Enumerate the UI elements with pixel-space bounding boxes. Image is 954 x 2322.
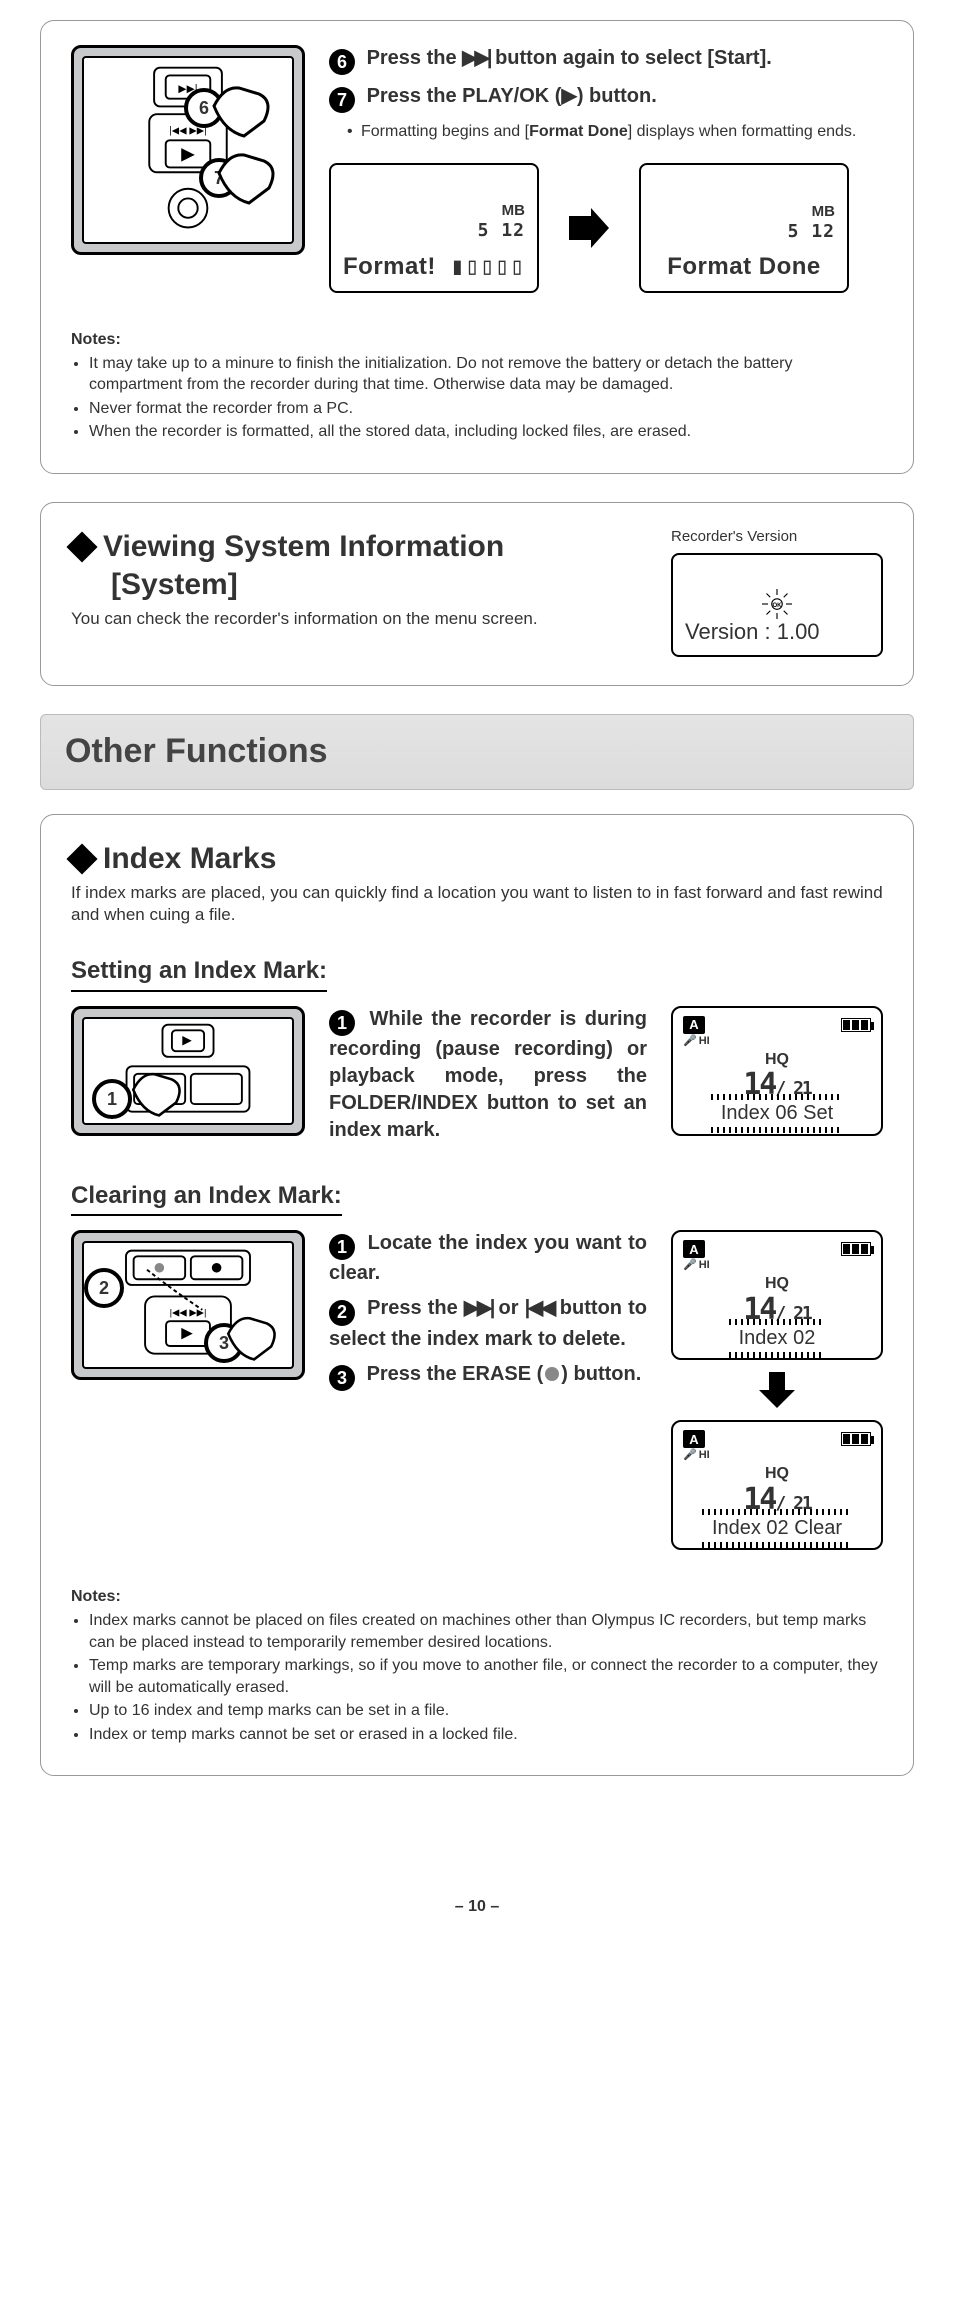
hand-icon — [124, 1064, 194, 1124]
diamond-icon — [66, 844, 97, 875]
note-item: Temp marks are temporary markings, so if… — [89, 1655, 883, 1698]
version-text: Version : 1.00 — [685, 617, 820, 647]
step-number: 1 — [329, 1010, 355, 1036]
step-number: 6 — [329, 49, 355, 75]
note-item: Never format the recorder from a PC. — [89, 398, 883, 420]
recorder-version-label: Recorder's Version — [671, 527, 883, 547]
note-item: It may take up to a minure to finish the… — [89, 353, 883, 396]
device-illustration-clear: |◀◀ ▶▶| 2 3 — [71, 1230, 305, 1380]
lcd-version: OK Version : 1.00 — [671, 553, 883, 657]
note-item: Index marks cannot be placed on files cr… — [89, 1610, 883, 1653]
lcd-format-done: MB 5 12 Format Done — [639, 163, 849, 293]
step-number: 3 — [329, 1365, 355, 1391]
banner-title: Other Functions — [65, 729, 889, 775]
svg-text:OK: OK — [773, 603, 783, 609]
system-panel: Viewing System Information [System] You … — [40, 502, 914, 686]
record-icon — [545, 1367, 559, 1381]
format-notes-list: It may take up to a minure to finish the… — [71, 353, 883, 443]
set-instruction: 1 While the recorder is during recording… — [329, 1006, 647, 1152]
format-panel: ▶▶| |◀◀ ▶▶| 6 7 6 — [40, 20, 914, 474]
index-description: If index marks are placed, you can quick… — [71, 882, 883, 928]
clear-lcd-column: A 🎤HI HQ 14/ 21 Index 02 A 🎤HI HQ 14/ 21… — [671, 1230, 883, 1550]
device-illustration-set: 1 — [71, 1006, 305, 1136]
diamond-icon — [66, 532, 97, 563]
hand-icon — [204, 76, 284, 146]
section-title-system: Viewing System Information — [71, 527, 647, 568]
clear-instructions: 1 Locate the index you want to clear. 2 … — [329, 1230, 647, 1398]
step-number: 7 — [329, 87, 355, 113]
section-subtitle-system: [System] — [111, 565, 647, 606]
hand-icon — [209, 143, 289, 213]
section-title-index: Index Marks — [71, 839, 883, 880]
subheading-setting: Setting an Index Mark: — [71, 955, 327, 991]
lcd-index-clear: A 🎤HI HQ 14/ 21 Index 02 Clear — [671, 1420, 883, 1550]
step-number: 1 — [329, 1234, 355, 1260]
sparkle-icon: OK — [762, 589, 792, 619]
lcd-format-progress: MB 5 12 Format! ▮▯▯▯▯ — [329, 163, 539, 293]
step-number: 2 — [329, 1300, 355, 1326]
lcd-index-set: A 🎤HI HQ 14/ 21 Index 06 Set — [671, 1006, 883, 1136]
lcd-index-select: A 🎤HI HQ 14/ 21 Index 02 — [671, 1230, 883, 1360]
page-number: – 10 – — [40, 1896, 914, 1918]
index-notes-list: Index marks cannot be placed on files cr… — [71, 1610, 883, 1746]
battery-icon — [841, 1018, 871, 1032]
format-instructions: 6 Press the ▶▶| button again to select [… — [329, 45, 883, 293]
note-item: Index or temp marks cannot be set or era… — [89, 1724, 883, 1746]
step6-text: Press the ▶▶| button again to select [St… — [367, 47, 772, 69]
index-marks-panel: Index Marks If index marks are placed, y… — [40, 814, 914, 1776]
arrow-icon — [569, 208, 609, 248]
notes-heading: Notes: — [71, 329, 883, 351]
battery-icon — [841, 1242, 871, 1256]
note-item: Up to 16 index and temp marks can be set… — [89, 1700, 883, 1722]
step7-text: Press the PLAY/OK (▶) button. — [367, 85, 657, 107]
arrow-down-icon — [759, 1372, 795, 1408]
step7-subtext: Formatting begins and [Format Done] disp… — [329, 121, 883, 143]
subheading-clearing: Clearing an Index Mark: — [71, 1180, 342, 1216]
hand-icon — [219, 1308, 289, 1368]
device-illustration-format: ▶▶| |◀◀ ▶▶| 6 7 — [71, 45, 305, 255]
system-description: You can check the recorder's information… — [71, 608, 647, 631]
section-banner: Other Functions — [40, 714, 914, 790]
notes-heading: Notes: — [71, 1586, 883, 1608]
note-item: When the recorder is formatted, all the … — [89, 421, 883, 443]
battery-icon — [841, 1432, 871, 1446]
